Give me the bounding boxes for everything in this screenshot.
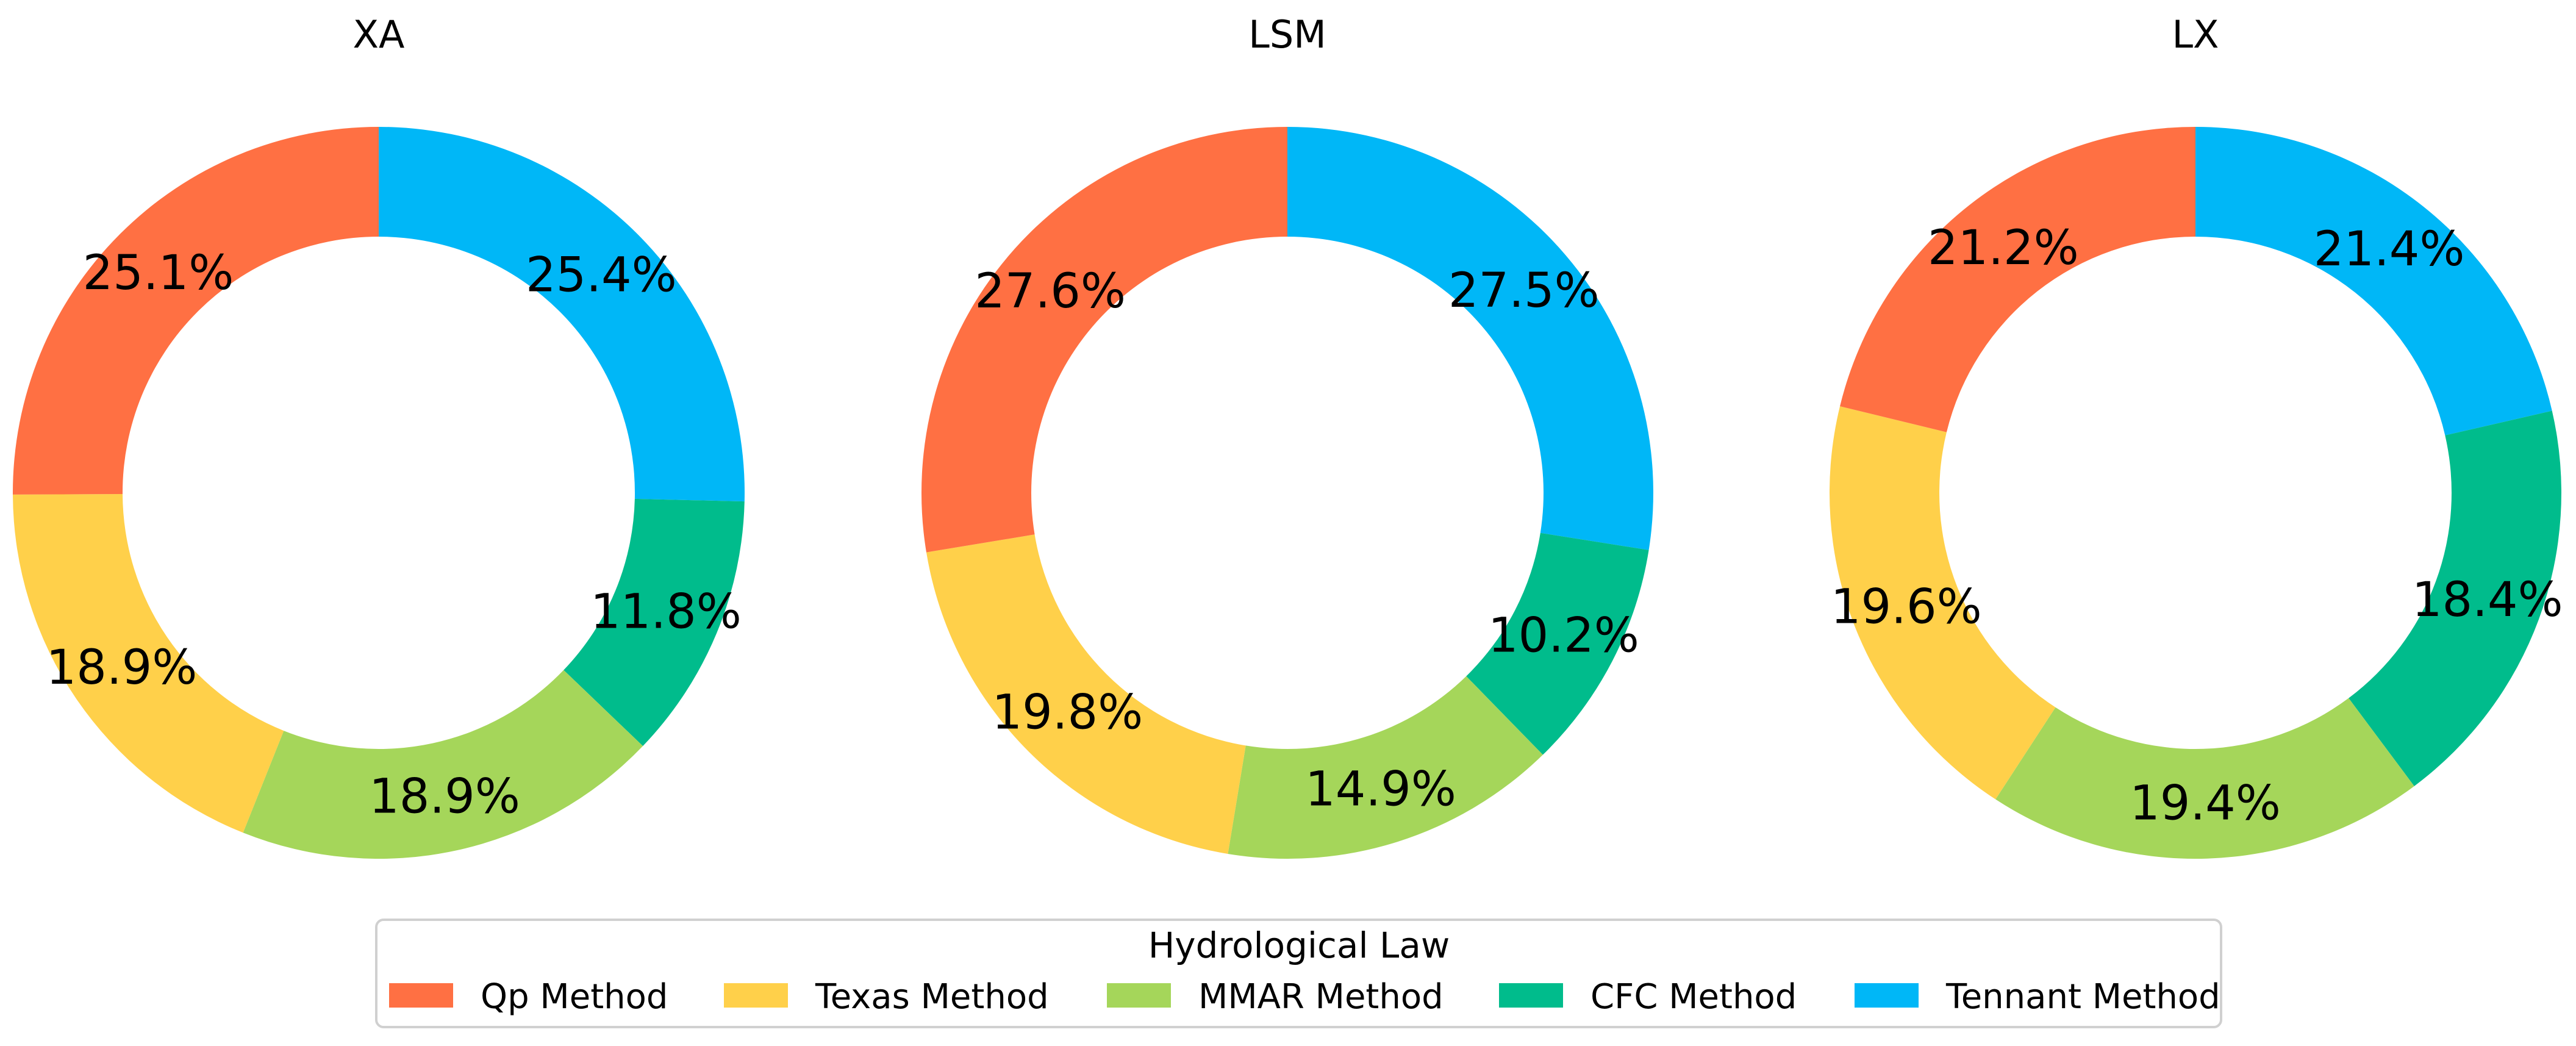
legend-label-cfc-method: CFC Method [1590,977,1797,1017]
slice-qp-method [1840,127,2195,432]
slice-label-mmar-method: 14.9% [1305,762,1456,817]
legend-items: Qp Method Texas Method MMAR Method CFC Meth… [389,977,2220,1017]
slice-cfc-method [564,498,745,747]
slice-label-cfc-method: 18.4% [2412,573,2563,628]
legend-swatch-cfc-method [1499,983,1563,1008]
slice-qp-method [921,127,1287,553]
slice-label-texas-method: 19.8% [992,686,1143,740]
slice-cfc-method [1466,532,1649,755]
slice-mmar-method [1228,676,1543,859]
slice-texas-method [13,493,284,833]
slice-tennant-method [379,127,745,502]
slice-label-tennant-method: 25.4% [526,248,677,303]
slice-label-qp-method: 25.1% [83,246,234,301]
legend-swatch-qp-method [389,983,453,1008]
donut-charts: XA 25.4% 11.8% 18.9% 18.9% 25.1% LSM 27.5% 10.2%… [12,12,2563,859]
legend-title: Hydrological Law [1148,925,1450,966]
slice-mmar-method [1995,698,2414,859]
slice-label-tennant-method: 21.4% [2314,222,2465,277]
slice-tennant-method [1287,127,1654,550]
legend-label-qp-method: Qp Method [481,977,668,1017]
slice-mmar-method [243,670,643,859]
chart-title: LX [2172,12,2219,57]
legend-label-mmar-method: MMAR Method [1198,977,1444,1017]
slice-texas-method [1830,406,2056,800]
slice-tennant-method [2195,127,2552,435]
donut-xa: XA 25.4% 11.8% 18.9% 18.9% 25.1% [12,12,745,859]
slice-qp-method [12,127,379,495]
donut-lsm: LSM 27.5% 10.2% 14.9% 19.8% 27.6% [921,12,1654,859]
legend-swatch-tennant-method [1855,983,1919,1008]
slice-label-qp-method: 21.2% [1928,221,2079,276]
slice-label-cfc-method: 10.2% [1488,608,1639,663]
slice-label-texas-method: 18.9% [46,640,198,695]
slice-texas-method [926,534,1246,854]
legend-frame [375,919,2222,1028]
chart-title: XA [353,12,405,57]
legend-swatch-mmar-method [1107,983,1171,1008]
legend-label-tennant-method: Tennant Method [1945,977,2220,1017]
legend-swatch-texas-method [724,983,788,1008]
slice-label-cfc-method: 11.8% [590,585,742,640]
slice-label-tennant-method: 27.5% [1448,263,1600,318]
slice-label-mmar-method: 18.9% [369,769,520,824]
chart-title: LSM [1248,12,1326,57]
slice-cfc-method [2349,410,2562,786]
legend: Hydrological Law Qp Method Texas Method MM… [375,919,2222,1028]
slice-label-texas-method: 19.6% [1831,580,1982,635]
slice-label-mmar-method: 19.4% [2130,776,2281,831]
donut-lx: LX 21.4% 18.4% 19.4% 19.6% 21.2% [1830,12,2563,859]
legend-label-texas-method: Texas Method [815,977,1049,1017]
slice-label-qp-method: 27.6% [975,264,1126,319]
